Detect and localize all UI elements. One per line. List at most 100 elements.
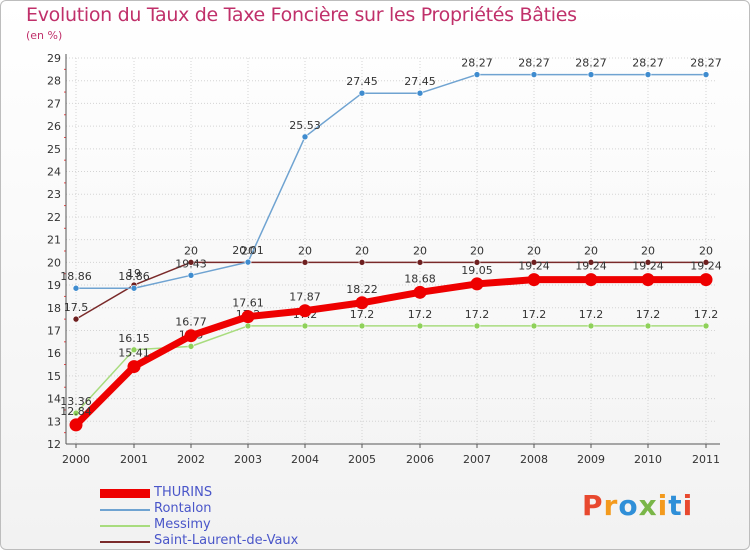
data-point bbox=[241, 310, 255, 324]
data-label: 28.27 bbox=[632, 57, 664, 70]
data-label: 17.2 bbox=[579, 308, 604, 321]
data-label: 20 bbox=[298, 244, 312, 257]
data-point bbox=[244, 258, 252, 266]
data-point bbox=[187, 271, 195, 279]
data-point bbox=[587, 71, 595, 78]
data-point bbox=[473, 259, 481, 266]
data-point bbox=[584, 273, 598, 287]
data-label: 27.45 bbox=[404, 75, 436, 88]
proxiti-logo: Proxiti bbox=[582, 489, 693, 522]
legend-label: Messimy bbox=[154, 517, 211, 532]
data-label: 28.27 bbox=[518, 57, 550, 70]
logo-letter: x bbox=[638, 489, 658, 522]
data-point bbox=[699, 273, 713, 287]
logo-letter: t bbox=[668, 489, 683, 522]
x-tick-label: 2011 bbox=[692, 453, 720, 466]
series-line-rontalon bbox=[75, 73, 707, 289]
data-label: 19.43 bbox=[175, 257, 207, 270]
data-point bbox=[641, 273, 655, 287]
data-label: 17.5 bbox=[64, 301, 89, 314]
x-tick-label: 2002 bbox=[177, 453, 205, 466]
data-label: 17.2 bbox=[694, 308, 719, 321]
y-tick-label: 12 bbox=[47, 438, 61, 451]
x-tick-label: 2007 bbox=[463, 453, 491, 466]
data-point bbox=[72, 315, 80, 323]
data-label: 16.77 bbox=[175, 316, 207, 329]
y-tick-label: 27 bbox=[47, 97, 61, 110]
data-point bbox=[358, 89, 366, 97]
data-label: 17.2 bbox=[465, 308, 490, 321]
data-label: 18.86 bbox=[118, 270, 150, 283]
data-point bbox=[473, 71, 481, 78]
data-label: 19.05 bbox=[461, 264, 493, 277]
y-tick-label: 17 bbox=[47, 324, 61, 337]
x-tick-label: 2001 bbox=[120, 453, 148, 466]
chart-subtitle: (en %) bbox=[26, 29, 63, 42]
legend-swatch bbox=[100, 509, 150, 511]
data-point bbox=[527, 273, 541, 287]
y-tick-label: 21 bbox=[47, 234, 61, 247]
y-tick-label: 25 bbox=[47, 143, 61, 156]
data-point bbox=[413, 285, 427, 299]
data-point bbox=[473, 322, 481, 330]
data-point bbox=[301, 133, 309, 141]
y-tick-label: 28 bbox=[47, 75, 61, 88]
data-point bbox=[416, 322, 424, 330]
y-tick-label: 16 bbox=[47, 347, 61, 360]
data-label: 17.61 bbox=[232, 297, 264, 310]
data-point bbox=[587, 259, 595, 266]
data-point bbox=[470, 277, 484, 291]
data-point bbox=[301, 322, 309, 330]
data-point bbox=[355, 296, 369, 310]
x-tick-label: 2000 bbox=[62, 453, 90, 466]
y-tick-label: 19 bbox=[47, 279, 61, 292]
data-label: 25.53 bbox=[289, 119, 321, 132]
data-label: 17.2 bbox=[408, 308, 433, 321]
data-label: 20 bbox=[641, 244, 655, 257]
x-tick-label: 2004 bbox=[291, 453, 319, 466]
data-point bbox=[416, 259, 424, 266]
data-label: 20 bbox=[584, 244, 598, 257]
data-point bbox=[530, 71, 538, 78]
legend-swatch bbox=[100, 541, 150, 543]
y-tick-label: 29 bbox=[47, 52, 61, 65]
data-point bbox=[644, 71, 652, 78]
series-line-saint-laurent-de-vaux bbox=[75, 261, 707, 320]
data-label: 19.24 bbox=[575, 260, 607, 273]
data-label: 20 bbox=[699, 244, 713, 257]
y-tick-label: 18 bbox=[47, 302, 61, 315]
data-label: 19.24 bbox=[690, 260, 722, 273]
data-point bbox=[644, 322, 652, 330]
data-label: 27.45 bbox=[346, 75, 378, 88]
data-point bbox=[69, 418, 83, 432]
data-point bbox=[244, 322, 252, 330]
x-tick-label: 2003 bbox=[234, 453, 262, 466]
data-point bbox=[530, 322, 538, 330]
data-point bbox=[130, 346, 138, 354]
data-point bbox=[127, 360, 141, 374]
y-tick-label: 24 bbox=[47, 166, 61, 179]
x-tick-label: 2010 bbox=[634, 453, 662, 466]
data-point bbox=[130, 284, 138, 292]
legend-swatch bbox=[100, 525, 150, 527]
data-point bbox=[187, 259, 195, 266]
data-label: 15.41 bbox=[118, 347, 150, 360]
data-point bbox=[301, 259, 309, 266]
x-tick-label: 2005 bbox=[348, 453, 376, 466]
data-point bbox=[358, 322, 366, 330]
series-line-thurins bbox=[72, 276, 710, 429]
data-point bbox=[72, 409, 80, 417]
logo-letter: i bbox=[657, 489, 669, 522]
y-tick-label: 26 bbox=[47, 120, 61, 133]
data-label: 19 bbox=[127, 267, 141, 280]
data-label: 28.27 bbox=[690, 57, 722, 70]
data-point bbox=[187, 343, 195, 350]
data-point bbox=[72, 284, 80, 292]
data-label: 20.01 bbox=[232, 244, 264, 257]
data-point bbox=[298, 304, 312, 318]
data-label: 18.86 bbox=[60, 270, 92, 283]
data-point bbox=[702, 322, 710, 330]
x-tick-label: 2008 bbox=[520, 453, 548, 466]
data-point bbox=[587, 322, 595, 330]
